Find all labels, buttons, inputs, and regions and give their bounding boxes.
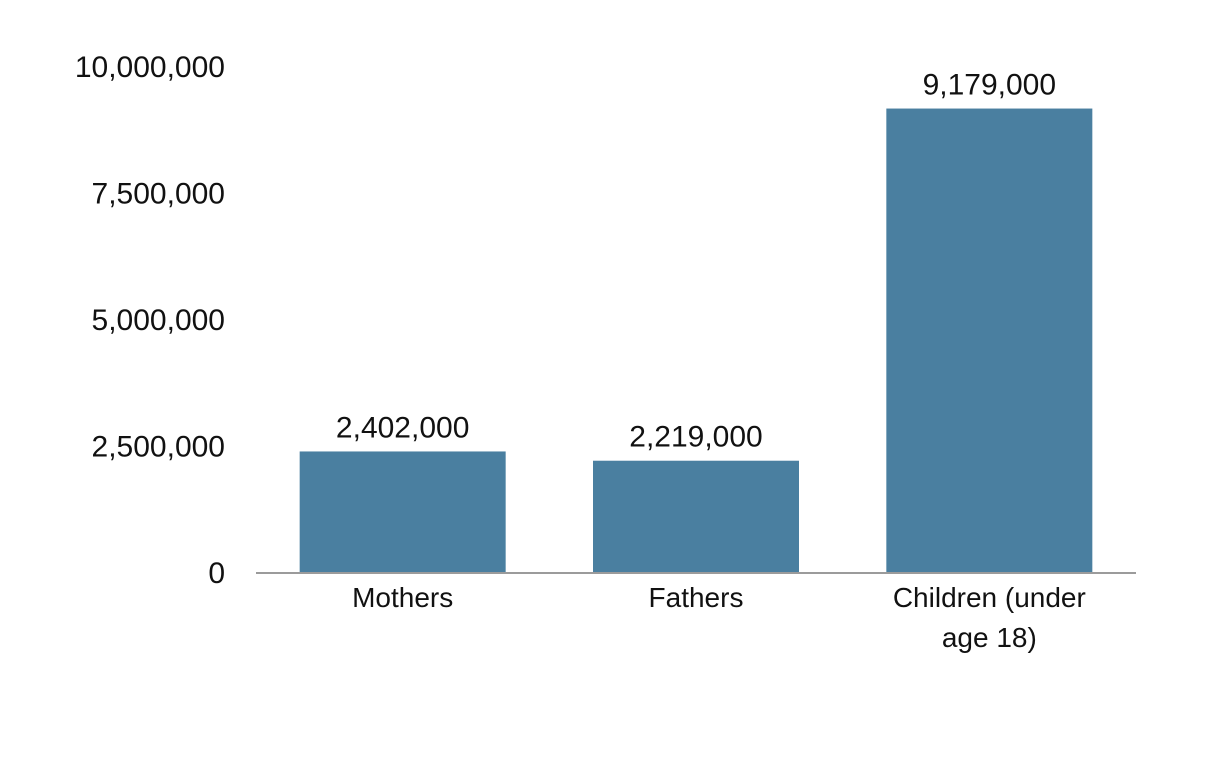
y-tick-label: 10,000,000 bbox=[75, 51, 225, 84]
x-tick-label: Fathers bbox=[649, 582, 744, 613]
bars-group bbox=[299, 108, 1093, 573]
y-tick-label: 7,500,000 bbox=[92, 178, 225, 211]
y-tick-label: 2,500,000 bbox=[92, 431, 225, 464]
y-tick-label: 0 bbox=[208, 557, 225, 590]
bar-value-label: 2,402,000 bbox=[336, 411, 469, 444]
bar-value-label: 2,219,000 bbox=[629, 421, 762, 454]
bar bbox=[299, 451, 506, 573]
category-labels-group: Mothers Fathers Children (under age 18) bbox=[352, 582, 1086, 653]
y-axis-ticks: 0 2,500,000 5,000,000 7,500,000 10,000,000 bbox=[75, 51, 225, 590]
x-tick-label: age 18) bbox=[942, 622, 1037, 653]
y-tick-label: 5,000,000 bbox=[92, 304, 225, 337]
x-tick-label: Children (under bbox=[893, 582, 1086, 613]
bar bbox=[886, 108, 1093, 573]
x-tick-label: Mothers bbox=[352, 582, 453, 613]
bar bbox=[593, 460, 799, 573]
bar-value-label: 9,179,000 bbox=[923, 69, 1056, 102]
data-labels-group: 2,402,000 2,219,000 9,179,000 bbox=[336, 69, 1056, 454]
